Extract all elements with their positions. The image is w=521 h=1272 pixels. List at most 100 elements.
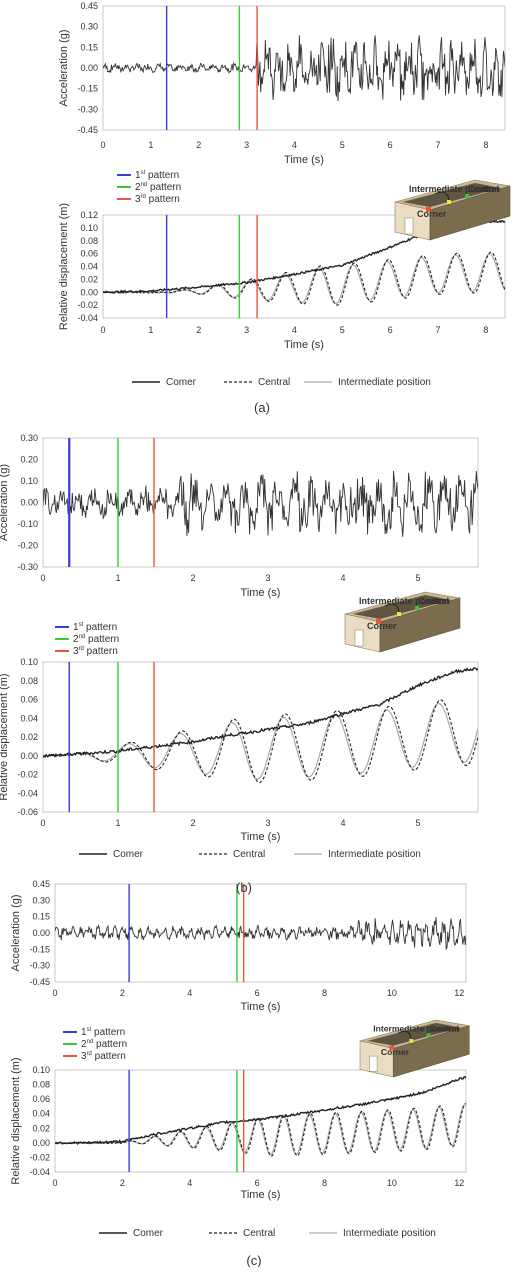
y-tick-label: 0.30	[32, 895, 50, 905]
legend-word: pattern	[146, 194, 180, 205]
series-line-corner	[43, 667, 478, 758]
x-axis-label: Time (s)	[284, 154, 324, 166]
x-axis-label: Time (s)	[241, 1189, 281, 1201]
caption-b: (b)	[236, 880, 252, 895]
plot-area	[55, 1075, 466, 1157]
legend-number: 3	[135, 194, 141, 205]
y-tick-label: 0.00	[32, 928, 50, 938]
corner-point-marker	[426, 207, 431, 212]
intermediate-point-marker	[409, 1039, 414, 1043]
intermediate-point-marker	[397, 612, 401, 616]
box-side-face	[429, 185, 511, 241]
legend-number: 1	[135, 170, 141, 181]
chart-panel-b-acceleration: -0.30 -0.20 -0.10 0.00 0.10 0.20 0.30 0 1 2 3 4 5 Tim…	[0, 433, 479, 599]
inset-label-intermediate: Intermediate position	[359, 596, 450, 606]
legend-superscript: nd	[79, 634, 86, 640]
y-axis-label: Acceleration (g)	[0, 464, 10, 541]
y-tick-label: 0.10	[32, 1065, 50, 1075]
intermediate-arrow	[434, 191, 450, 201]
legend-label-comer: Comer	[166, 377, 197, 388]
y-tick-label: -0.04	[29, 1167, 50, 1177]
legend-label-pattern3: 3rd pattern	[73, 646, 118, 657]
y-tick-label: 0.02	[20, 732, 38, 742]
y-axis-label: Acceleration (g)	[58, 29, 70, 106]
series-line-central	[43, 699, 478, 784]
y-tick-label: 0.04	[80, 262, 98, 272]
x-tick-label: 6	[255, 988, 260, 998]
legend-label-comer: Comer	[133, 1228, 164, 1239]
x-axis-label: Time (s)	[241, 587, 281, 599]
legend-number: 3	[81, 1051, 87, 1062]
y-tick-label: 0.04	[20, 713, 38, 723]
plot-frame	[102, 5, 506, 131]
legend-superscript: nd	[87, 1039, 94, 1045]
y-tick-label: 0.02	[32, 1123, 50, 1133]
series-line-central	[103, 251, 505, 306]
y-tick-label: 0.00	[32, 1138, 50, 1148]
chart-panel-b-displacement: -0.06 -0.04 -0.02 0.00 0.02 0.04 0.06 0.08 0.10 0…	[0, 622, 479, 843]
intermediate-arrow	[397, 1031, 412, 1040]
y-tick-label: -0.02	[29, 1152, 50, 1162]
bottom-legend-a: Comer Central Intermediate position	[132, 377, 431, 388]
plot-area	[43, 470, 478, 537]
y-tick-label: 0.10	[80, 223, 98, 233]
y-tick-label: 0.45	[80, 1, 98, 11]
legend-label-intermediate-position: Intermediate position	[328, 849, 421, 860]
bottom-legend-c: Comer Central Intermediate position	[99, 1228, 436, 1239]
box-inner-opening	[367, 1022, 461, 1046]
caption-c: (c)	[246, 1253, 261, 1267]
plot-frame	[54, 1069, 467, 1173]
acceleration-series-line	[43, 470, 478, 537]
corner-point-marker	[389, 1045, 395, 1051]
x-tick-label: 4	[292, 325, 297, 335]
x-tick-label: 3	[244, 325, 249, 335]
x-tick-label: 2	[190, 573, 195, 583]
y-tick-label: 0.02	[80, 274, 98, 284]
legend-word: pattern	[91, 1027, 125, 1038]
y-tick-label: -0.04	[17, 788, 38, 798]
y-tick-label: -0.06	[17, 807, 38, 817]
y-tick-label: -0.10	[17, 519, 38, 529]
legend-word: pattern	[145, 170, 179, 181]
x-tick-label: 5	[415, 573, 420, 583]
legend-superscript: st	[141, 170, 146, 176]
x-tick-label: 0	[100, 325, 105, 335]
legend-number: 1	[81, 1027, 87, 1038]
x-tick-label: 0	[40, 818, 45, 828]
y-tick-label: 0.00	[20, 751, 38, 761]
central-point-marker	[465, 194, 469, 198]
legend-label-central: Central	[243, 1228, 275, 1239]
plot-area	[43, 667, 478, 784]
chart-panel-c-displacement: -0.04 -0.02 0.00 0.02 0.04 0.06 0.08 0.10 0 2 4 6 8 1…	[10, 1027, 467, 1201]
legend-word: pattern	[93, 1039, 127, 1050]
y-tick-label: -0.04	[77, 313, 98, 323]
x-tick-label: 3	[265, 818, 270, 828]
y-tick-label: 0.06	[80, 249, 98, 259]
y-tick-label: 0.06	[20, 695, 38, 705]
x-tick-label: 5	[340, 140, 345, 150]
legend-superscript: st	[87, 1027, 92, 1033]
y-tick-label: -0.45	[77, 125, 98, 135]
x-tick-label: 0	[52, 1178, 57, 1188]
y-tick-label: 0.30	[20, 433, 38, 443]
x-tick-label: 8	[322, 1178, 327, 1188]
x-tick-label: 6	[388, 325, 393, 335]
caption-a: (a)	[254, 400, 270, 415]
x-tick-label: 2	[190, 818, 195, 828]
inset-label-corner: Corner	[417, 209, 447, 219]
legend-number: 2	[73, 634, 79, 645]
legend-label-pattern2: 2nd pattern	[135, 182, 181, 193]
x-tick-label: 8	[483, 325, 488, 335]
legend-label-comer: Comer	[113, 849, 144, 860]
x-tick-label: 2	[120, 1178, 125, 1188]
y-tick-label: 0.08	[80, 236, 98, 246]
legend-label-intermediate-position: Intermediate position	[343, 1228, 436, 1239]
legend-label-pattern3: 3rd pattern	[135, 194, 180, 205]
intermediate-arrow	[384, 603, 400, 613]
box-inner-opening	[403, 183, 501, 207]
y-tick-label: 0.04	[32, 1109, 50, 1119]
x-tick-label: 0	[52, 988, 57, 998]
